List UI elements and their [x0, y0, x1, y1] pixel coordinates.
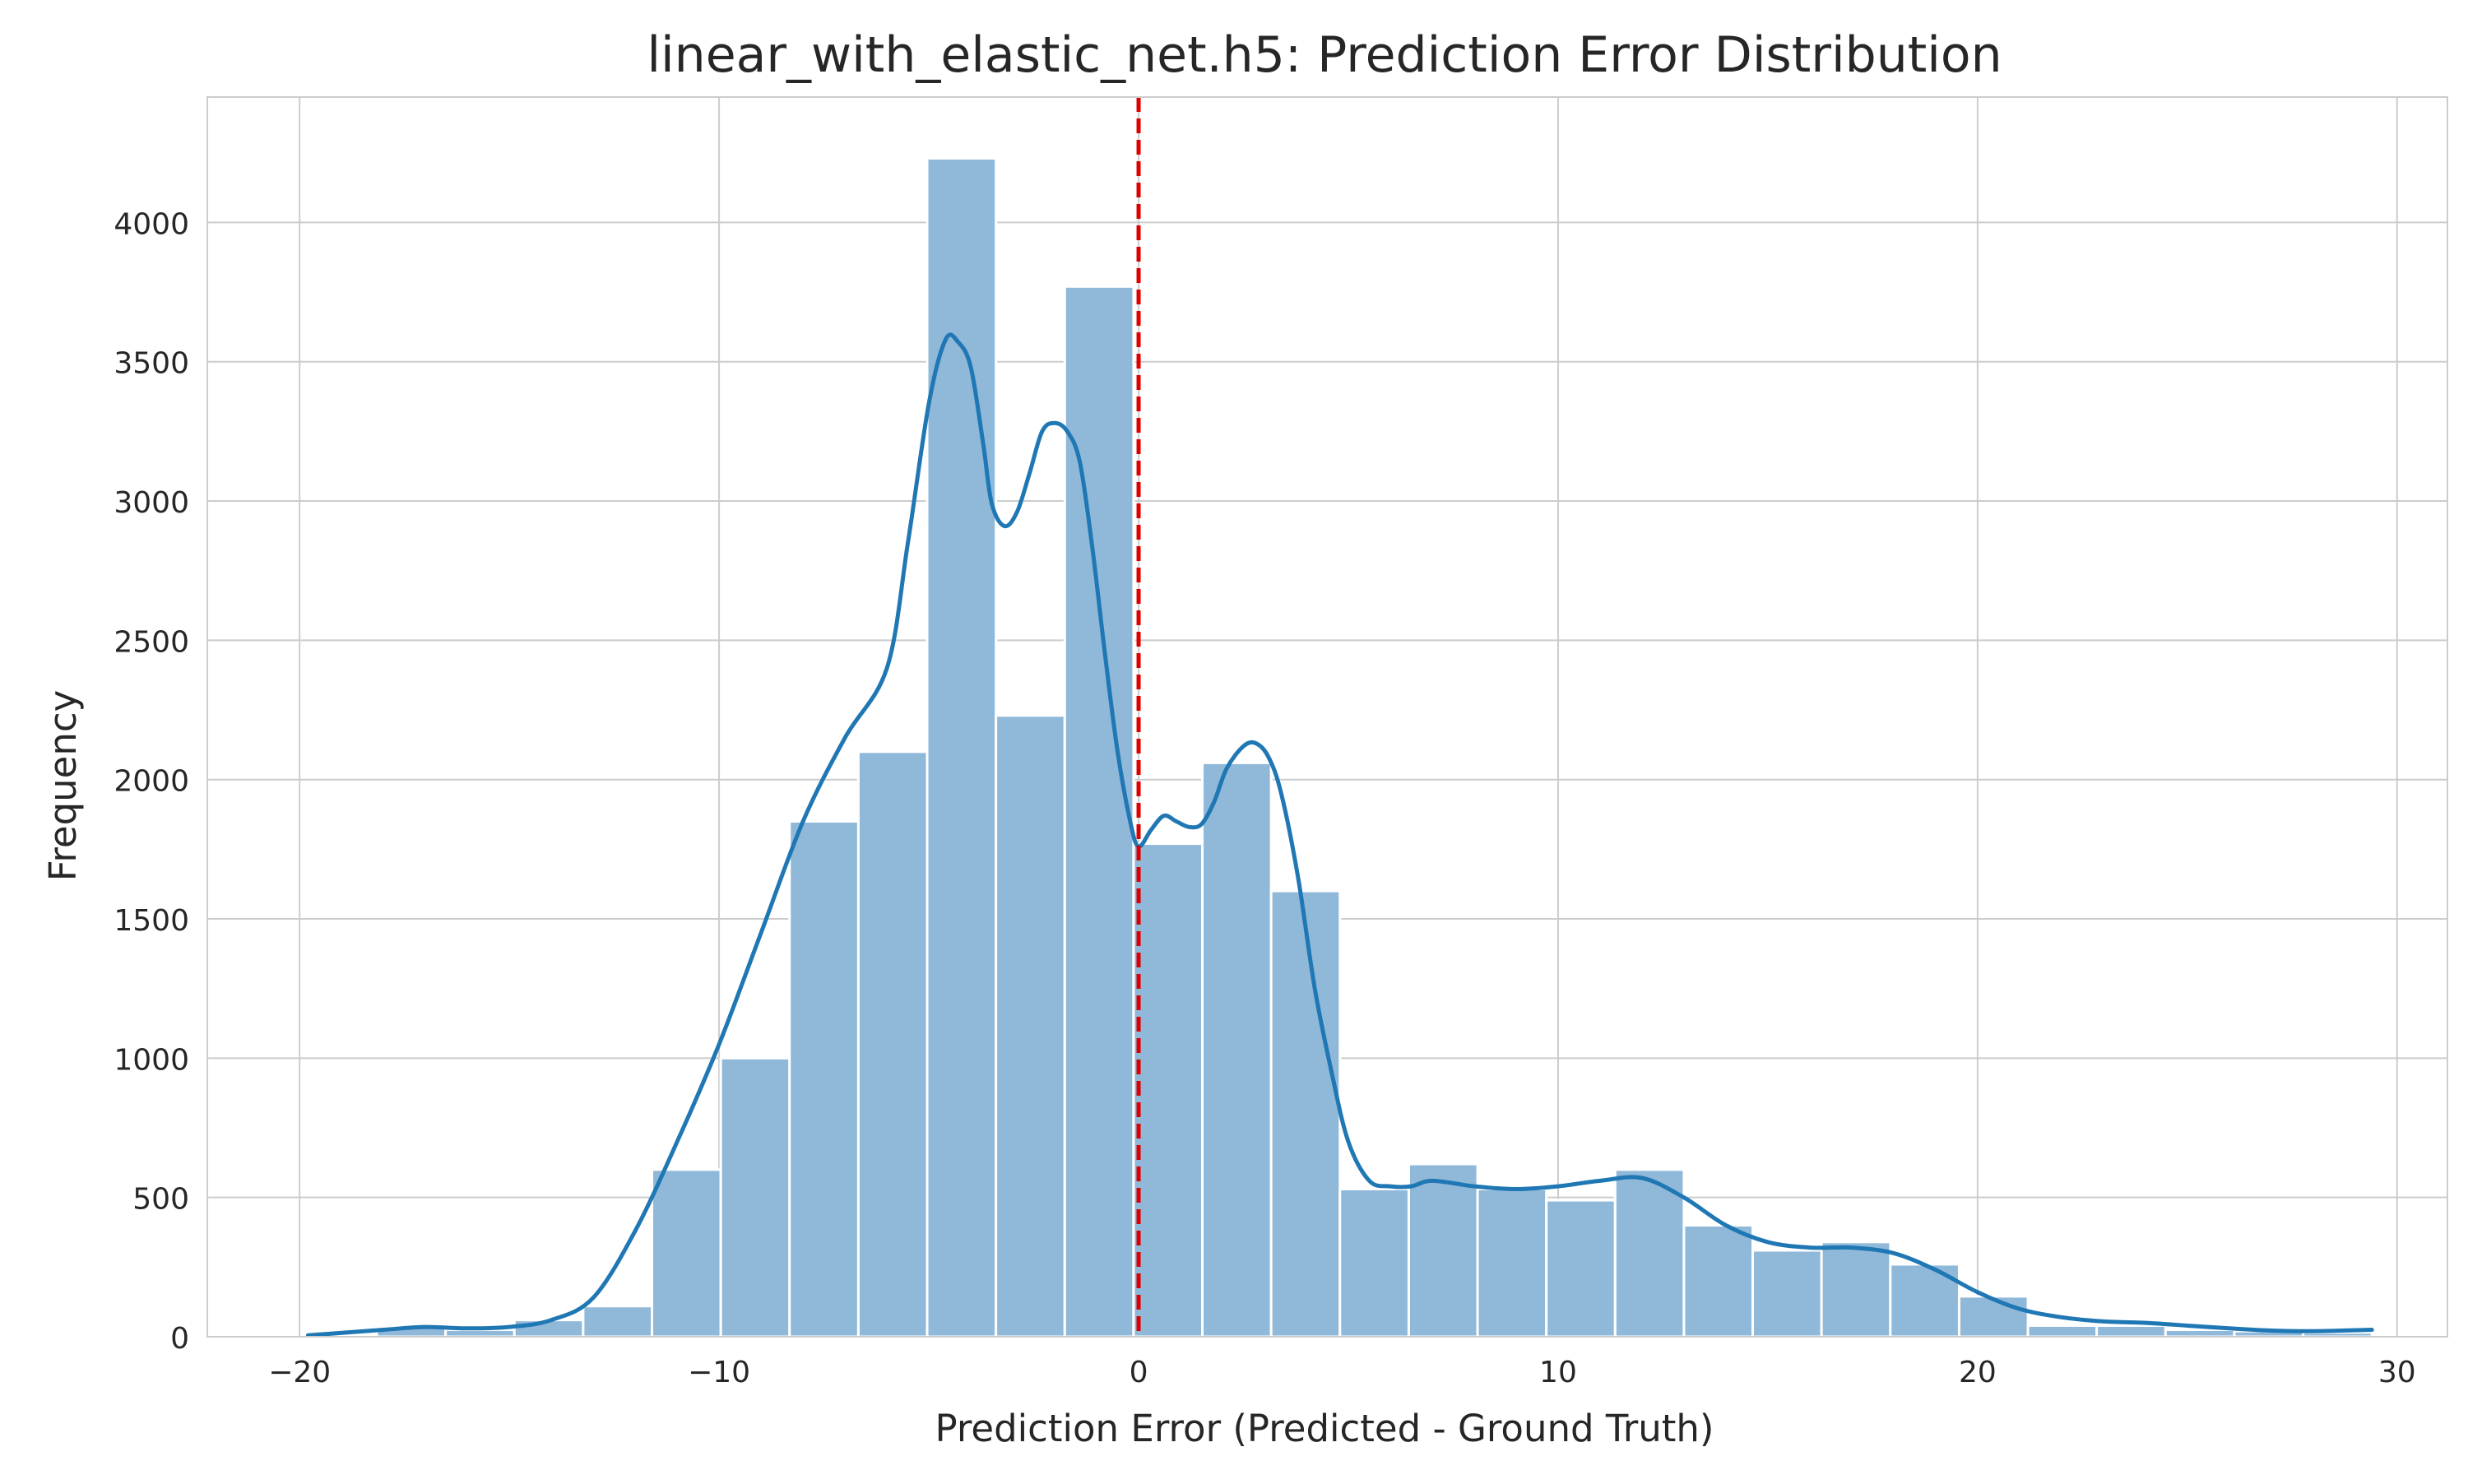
y-tick-label: 500: [132, 1183, 189, 1217]
y-tick-label: 2000: [114, 765, 189, 799]
histogram-bar: [444, 1329, 516, 1338]
histogram-bar: [1820, 1241, 1892, 1338]
histogram-bar: [2095, 1324, 2167, 1338]
x-tick-label: −10: [688, 1356, 750, 1389]
y-axis-label: Frequency: [41, 690, 85, 881]
y-tick-label: 3500: [114, 347, 189, 381]
histogram-bar: [1682, 1224, 1755, 1338]
y-tick-label: 2500: [114, 625, 189, 659]
histogram-bar: [926, 157, 998, 1338]
y-tick-label: 1500: [114, 904, 189, 938]
x-tick-label: −20: [268, 1356, 331, 1389]
y-tick-label: 3000: [114, 486, 189, 520]
histogram-bar: [2026, 1324, 2099, 1338]
plot-frame: [206, 96, 2448, 1338]
histogram-bar: [1957, 1295, 2030, 1338]
histogram-bars: [306, 157, 2373, 1338]
x-tick-label: 10: [1539, 1356, 1577, 1389]
histogram-bar: [1476, 1188, 1548, 1338]
histogram-bar: [1545, 1199, 1617, 1338]
histogram-bar: [995, 714, 1066, 1338]
x-axis-label: Prediction Error (Predicted - Ground Tru…: [935, 1407, 1714, 1450]
y-tick-label: 1000: [114, 1043, 189, 1077]
y-tick-label: 4000: [114, 207, 189, 241]
histogram-bar: [1063, 285, 1135, 1338]
histogram-bar: [582, 1305, 654, 1338]
histogram-bar: [2164, 1329, 2236, 1338]
x-tick-label: 30: [2378, 1356, 2416, 1389]
histogram-bar: [651, 1168, 722, 1338]
histogram-bar: [719, 1056, 791, 1338]
histogram-bar: [1132, 842, 1204, 1338]
histogram-bar: [1338, 1188, 1410, 1338]
kde-curve-group: [305, 332, 2374, 1338]
y-tick-label: 0: [170, 1322, 189, 1356]
histogram-bar: [1751, 1249, 1823, 1338]
tick-labels: 0 500 1000 1500 2000 2500 3000 3500 4000 −20 −10 0 1…: [114, 207, 2415, 1389]
histogram-bar: [788, 819, 860, 1338]
chart-title: linear_with_elastic_net.h5: Prediction E…: [647, 26, 2002, 84]
histogram-bar: [856, 750, 929, 1338]
histogram-bar: [1613, 1168, 1686, 1338]
histogram-bar: [1407, 1162, 1479, 1338]
histogram-bar: [1201, 761, 1273, 1338]
x-tick-label: 20: [1959, 1356, 1997, 1389]
x-tick-label: 0: [1130, 1356, 1148, 1389]
histogram-bar: [1269, 889, 1342, 1338]
kde-curve: [305, 332, 2374, 1338]
